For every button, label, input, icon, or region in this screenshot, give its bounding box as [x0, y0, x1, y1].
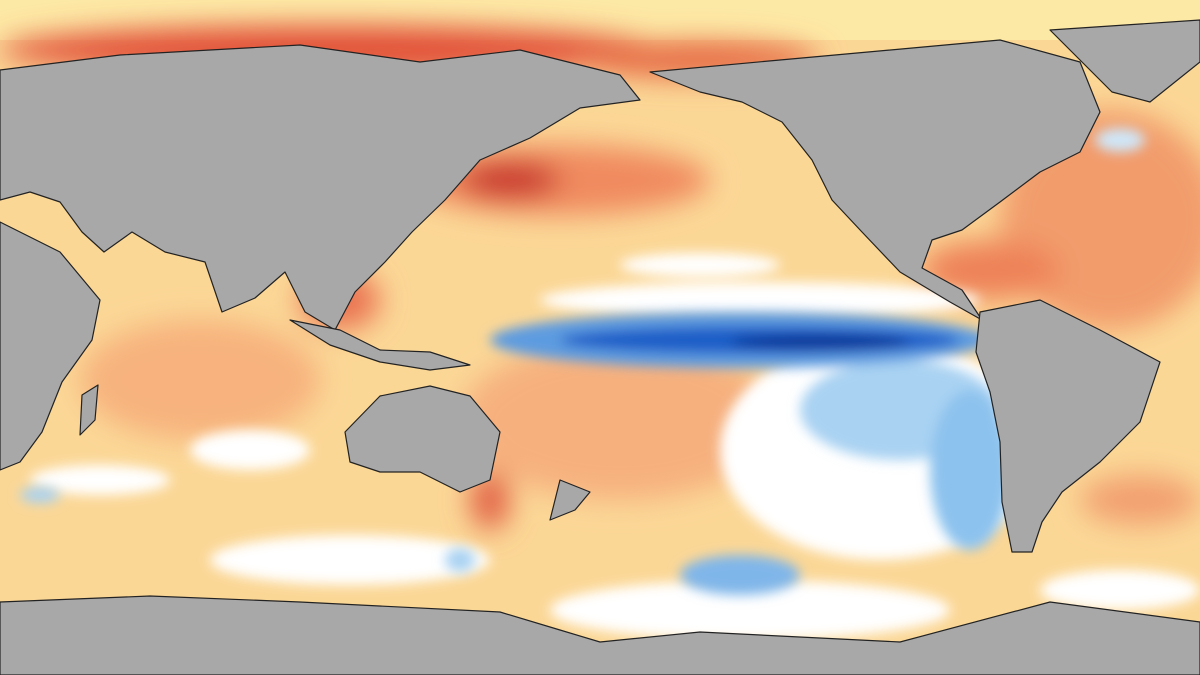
- maritime-islands: [289, 319, 471, 371]
- eurasia: [0, 44, 641, 331]
- landmasses: [0, 19, 1200, 675]
- south-america: [975, 299, 1161, 553]
- madagascar: [79, 384, 99, 436]
- north-america: [649, 39, 1101, 321]
- australia: [344, 385, 501, 493]
- cool-areas: [20, 128, 1145, 595]
- antarctica: [0, 595, 1200, 675]
- new-zealand: [549, 479, 591, 521]
- greenland: [1049, 19, 1200, 103]
- africa: [0, 221, 101, 471]
- warm-areas: [0, 25, 1200, 530]
